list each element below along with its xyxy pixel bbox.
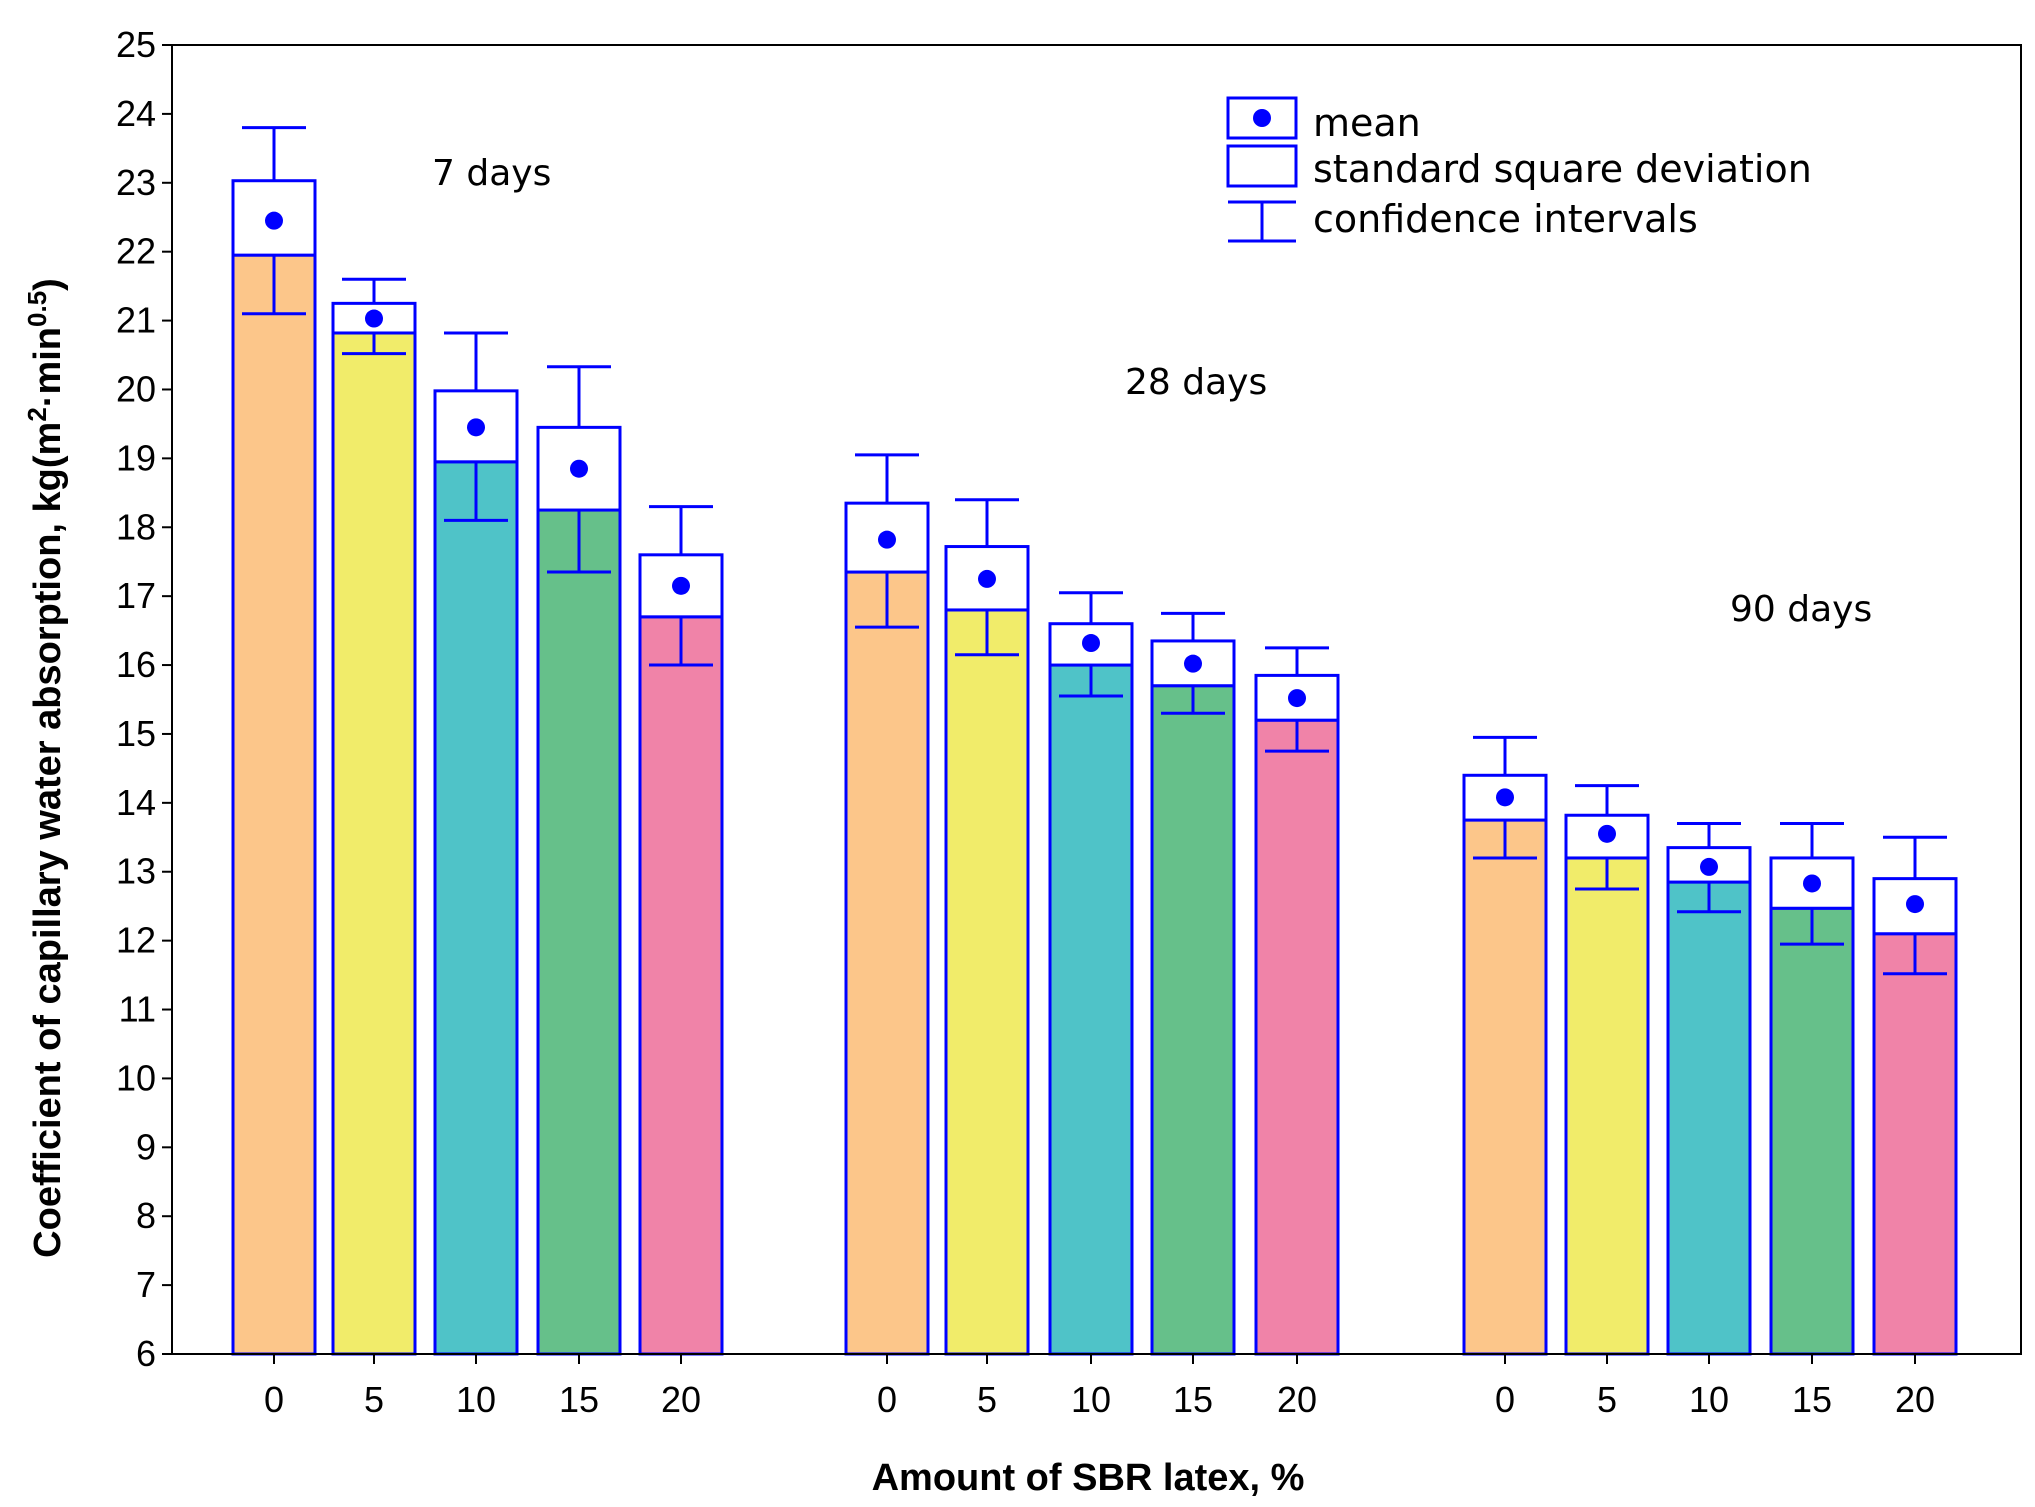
mean-marker [878,530,896,549]
y-tick-label: 9 [136,1126,156,1167]
y-tick-label: 25 [116,24,156,65]
group-annotations: 7 days 28 days 90 days [432,153,1872,630]
bar [433,460,519,1356]
y-tick-label: 18 [116,506,156,547]
bar [1872,932,1958,1356]
legend-sd-label: standard square deviation [1313,147,1812,191]
bar [1666,880,1752,1356]
mean-marker [1906,895,1924,914]
x-tick-label: 10 [1689,1379,1729,1420]
y-tick-label: 14 [116,782,156,823]
y-tick-label: 12 [116,920,156,961]
bar [844,570,930,1356]
bar [231,253,317,1356]
legend-ci-marker [1228,200,1296,243]
legend-mean-marker [1253,109,1271,127]
group-label: 7 days [432,153,551,194]
legend-mean-box [1226,96,1298,140]
legend-ci-label: confidence intervals [1313,197,1698,241]
y-tick-label: 16 [116,644,156,685]
mean-marker [1496,788,1514,807]
y-tick-label: 6 [136,1333,156,1374]
mean-marker [1082,634,1100,653]
bar [1254,718,1340,1356]
y-tick-label: 15 [116,713,156,754]
y-tick-label: 21 [116,300,156,341]
y-tick-label: 7 [136,1264,156,1305]
bar [1462,818,1548,1356]
x-axis: 0 5 10 15 20 0 5 10 15 20 0 5 10 15 20 [264,1354,1935,1420]
x-tick-label: 15 [1173,1379,1213,1420]
legend-sd-box [1226,144,1298,188]
x-tick-label: 20 [661,1379,701,1420]
y-axis: 6 7 8 9 10 11 12 13 14 15 16 17 18 19 20 21 22 23 24 25 [116,24,172,1374]
plot-frame [171,44,2022,1355]
y-tick-label: 19 [116,437,156,478]
x-tick-label: 0 [1495,1379,1515,1420]
bar [331,331,417,1356]
mean-marker [365,309,383,328]
group-label: 90 days [1730,589,1872,630]
mean-marker [1288,689,1306,708]
bar [536,508,622,1356]
y-axis-title: Coefficient of capillary water absorptio… [22,278,69,1258]
x-tick-label: 20 [1277,1379,1317,1420]
x-tick-label: 0 [264,1379,284,1420]
y-tick-label: 13 [116,851,156,892]
mean-marker [1184,654,1202,673]
y-tick-label: 20 [116,368,156,409]
bar [1150,684,1236,1356]
y-tick-label: 10 [116,1057,156,1098]
bar [1769,906,1855,1356]
legend: mean standard square deviation confidenc… [1226,96,1812,243]
mean-marker [467,418,485,437]
x-tick-label: 10 [1071,1379,1111,1420]
mean-marker [1598,824,1616,843]
y-tick-label: 11 [119,989,156,1030]
x-tick-label: 0 [877,1379,897,1420]
x-tick-label: 10 [456,1379,496,1420]
x-tick-label: 15 [1792,1379,1832,1420]
x-tick-label: 15 [559,1379,599,1420]
mean-marker [672,576,690,595]
x-tick-label: 5 [977,1379,997,1420]
x-tick-label: 20 [1895,1379,1935,1420]
bars-layer [231,126,1958,1356]
y-tick-label: 23 [116,162,156,203]
mean-marker [570,459,588,478]
x-tick-label: 5 [364,1379,384,1420]
mean-marker [978,569,996,588]
bar [944,608,1030,1356]
mean-marker [1803,874,1821,893]
y-tick-label: 17 [116,575,156,616]
y-tick-label: 22 [116,231,156,272]
group-label: 28 days [1125,362,1267,403]
mean-marker [265,211,283,230]
legend-mean-label: mean [1313,101,1421,145]
bar [1048,663,1134,1356]
x-tick-label: 5 [1597,1379,1617,1420]
mean-marker [1700,857,1718,876]
bar [638,615,724,1356]
y-tick-label: 8 [136,1195,156,1236]
y-tick-label: 24 [116,93,156,134]
bar [1564,856,1650,1356]
x-axis-title: Amount of SBR latex, % [872,1457,1305,1499]
